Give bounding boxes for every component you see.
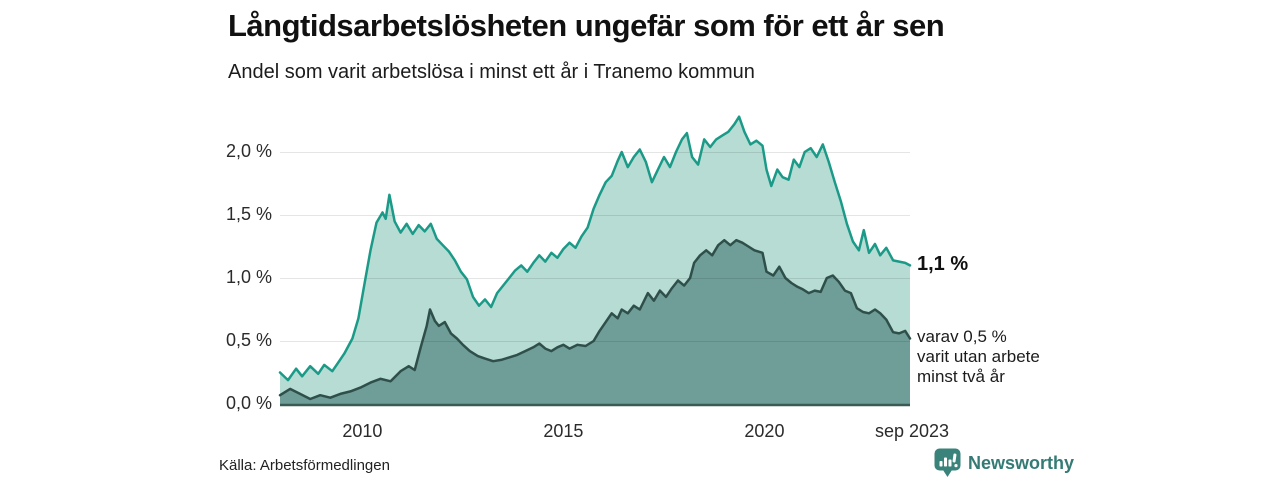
chart-title: Långtidsarbetslösheten ungefär som för e… xyxy=(228,8,945,43)
source-attribution: Källa: Arbetsförmedlingen xyxy=(219,457,390,474)
y-axis-tick-1.5: 1,5 % xyxy=(225,204,272,224)
newsworthy-logo-link[interactable]: Newsworthy xyxy=(934,448,1074,478)
end-annotation-line-3: minst två år xyxy=(917,367,1005,386)
y-axis-tick-2: 2,0 % xyxy=(225,141,272,161)
newsworthy-chart-bubble-icon xyxy=(934,448,961,477)
series-line-2 xyxy=(278,238,912,401)
y-axis-tick-0: 0,0 % xyxy=(225,393,272,413)
end-value-label-one-year: 1,1 % xyxy=(917,253,969,275)
x-axis-tick-2015: 2015 xyxy=(543,421,584,441)
area-fill-series-2 xyxy=(280,240,910,404)
end-annotation-line-2: varit utan arbete xyxy=(917,347,1040,366)
end-annotation-two-year: varav 0,5 % varit utan arbete minst två … xyxy=(917,327,1040,387)
end-annotation-line-1: varav 0,5 % xyxy=(917,327,1007,346)
y-axis-tick-1: 1,0 % xyxy=(225,267,272,287)
x-axis-tick-2020: 2020 xyxy=(744,421,785,441)
x-axis-tick-2010: 2010 xyxy=(342,421,383,441)
newsworthy-wordmark: Newsworthy xyxy=(968,452,1075,473)
chart-subtitle: Andel som varit arbetslösa i minst ett å… xyxy=(228,61,755,83)
x-axis-tick-sep-2023: sep 2023 xyxy=(874,421,950,441)
y-axis-tick-0.5: 0,5 % xyxy=(225,330,272,350)
series-line-1 xyxy=(278,115,912,382)
